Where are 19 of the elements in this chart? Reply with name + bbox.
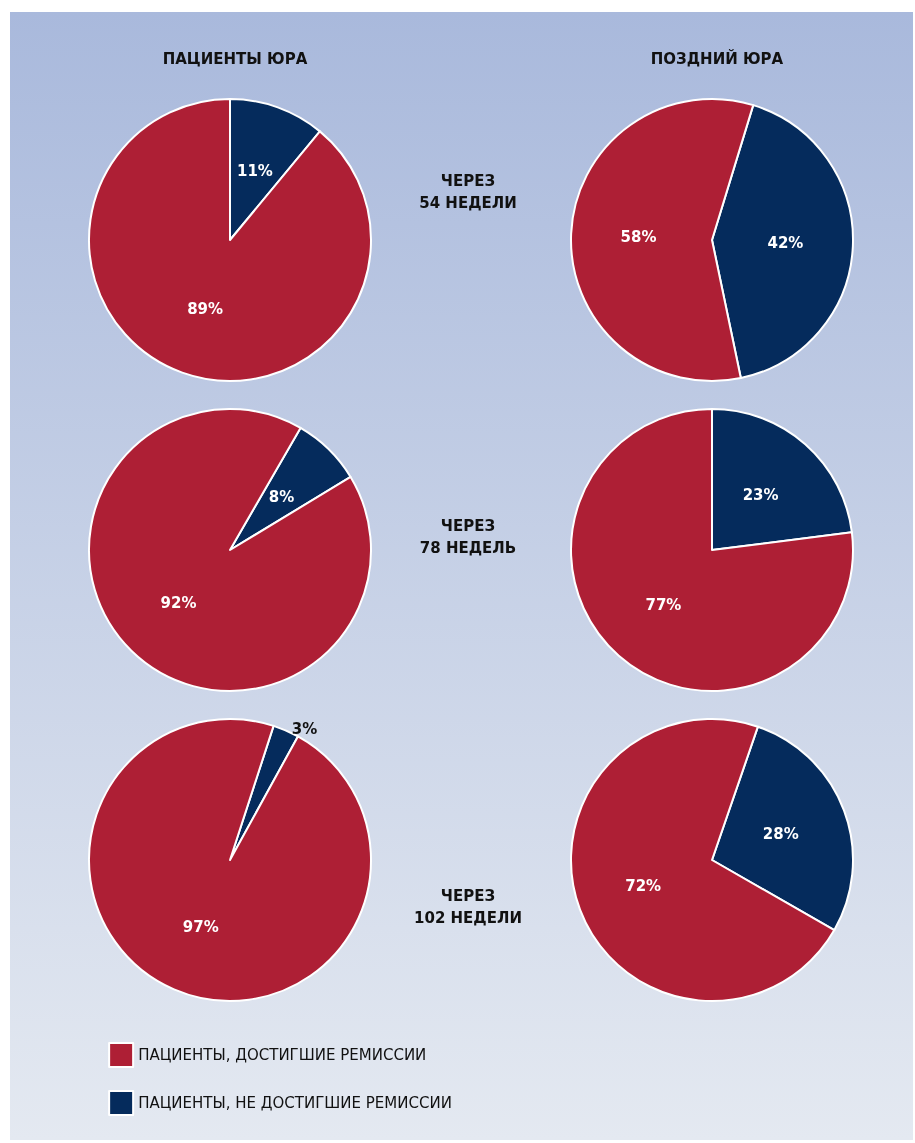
legend-label: ПАЦИЕНТЫ, НЕ ДОСТИГШИЕ РЕМИССИИ <box>138 1094 452 1112</box>
data-label: 3% <box>291 719 318 738</box>
data-label: 92% <box>160 593 197 612</box>
data-label: 42% <box>767 234 804 253</box>
chart-title: ПАЦИЕНТЫ ЮРА <box>162 49 308 68</box>
data-label: 97% <box>182 918 219 937</box>
data-label: 28% <box>762 825 799 844</box>
text: ЧЕРЕЗ 54 НЕДЕЛИ <box>419 172 517 212</box>
data-label: 11% <box>236 161 273 180</box>
data-label: 72% <box>625 876 662 895</box>
legend-label: ПАЦИЕНТЫ, ДОСТИГШИЕ РЕМИССИИ <box>138 1046 427 1064</box>
chart-title: ПОЗДНИЙ ЮРА <box>650 48 784 68</box>
text: ЧЕРЕЗ 78 НЕДЕЛЬ <box>419 517 517 557</box>
data-label: 89% <box>187 300 224 319</box>
data-label: 58% <box>620 227 657 246</box>
data-label: 8% <box>268 488 295 507</box>
text: ЧЕРЕЗ 102 НЕДЕЛИ <box>414 887 522 927</box>
data-label: 23% <box>742 485 779 504</box>
data-label: 77% <box>645 596 682 615</box>
